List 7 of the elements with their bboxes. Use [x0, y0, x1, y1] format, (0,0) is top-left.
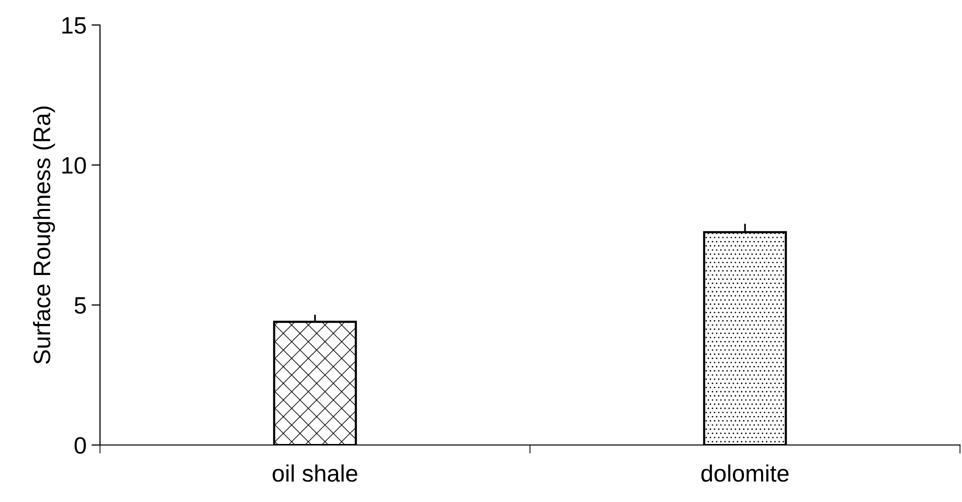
y-tick-label: 0	[74, 437, 86, 454]
x-tick-label: dolomite	[701, 464, 789, 482]
y-tick-label: 15	[62, 17, 86, 34]
y-tick-label: 10	[62, 157, 86, 174]
y-tick-label: 5	[74, 297, 86, 314]
y-axis-title: Surface Roughness (Ra)	[32, 106, 55, 364]
x-tick-label: oil shale	[272, 464, 358, 482]
